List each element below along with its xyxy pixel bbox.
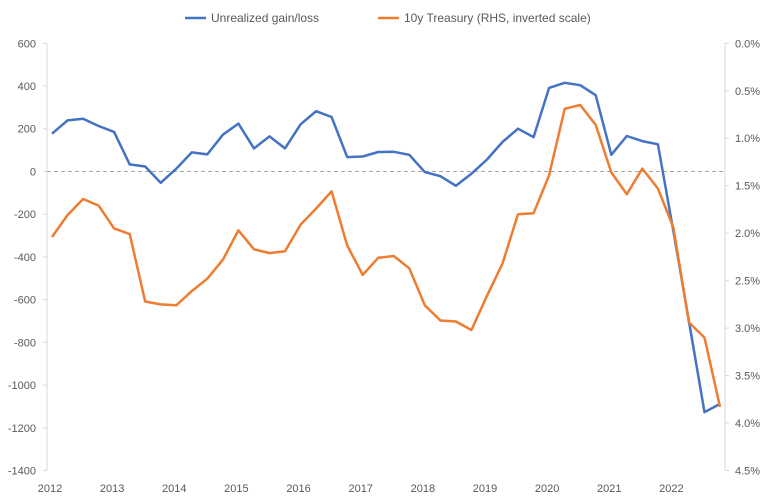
left-tick-label: 200: [18, 124, 36, 136]
left-tick-label: 400: [18, 81, 36, 93]
left-tick-label: -800: [14, 337, 36, 349]
right-tick-label: 3.0%: [735, 323, 760, 335]
x-tick-label: 2021: [597, 483, 621, 495]
x-tick-label: 2019: [473, 483, 497, 495]
right-tick-label: 0.0%: [735, 38, 760, 50]
left-tick-label: -200: [14, 209, 36, 221]
left-tick-label: -400: [14, 252, 36, 264]
right-tick-label: 3.5%: [735, 371, 760, 383]
right-tick-label: 2.0%: [735, 228, 760, 240]
left-tick-label: 600: [18, 38, 36, 50]
x-tick-label: 2014: [162, 483, 186, 495]
right-tick-label: 0.5%: [735, 86, 760, 98]
x-tick-label: 2018: [411, 483, 435, 495]
left-tick-label: -1400: [8, 466, 36, 478]
legend-label-treasury: 10y Treasury (RHS, inverted scale): [404, 11, 591, 25]
x-tick-label: 2017: [348, 483, 372, 495]
left-tick-label: -1200: [8, 423, 36, 435]
series-line-10y-treasury: [50, 103, 722, 408]
left-tick-label: -1000: [8, 380, 36, 392]
legend: Unrealized gain/loss 10y Treasury (RHS, …: [185, 11, 591, 25]
x-tick-label: 2013: [100, 483, 124, 495]
left-tick-label: 0: [30, 166, 36, 178]
right-tick-label: 1.5%: [735, 181, 760, 193]
legend-label-unrealized: Unrealized gain/loss: [211, 11, 319, 25]
x-tick-label: 2016: [286, 483, 310, 495]
series-line-unrealized-gain-loss: [51, 81, 721, 414]
x-tick-label: 2012: [38, 483, 62, 495]
left-tick-label: -600: [14, 295, 36, 307]
x-tick-label: 2015: [224, 483, 248, 495]
x-tick-label: 2020: [535, 483, 559, 495]
right-tick-label: 1.0%: [735, 133, 760, 145]
right-tick-label: 4.0%: [735, 418, 760, 430]
right-tick-label: 2.5%: [735, 276, 760, 288]
right-tick-label: 4.5%: [735, 466, 760, 478]
x-tick-label: 2022: [659, 483, 683, 495]
